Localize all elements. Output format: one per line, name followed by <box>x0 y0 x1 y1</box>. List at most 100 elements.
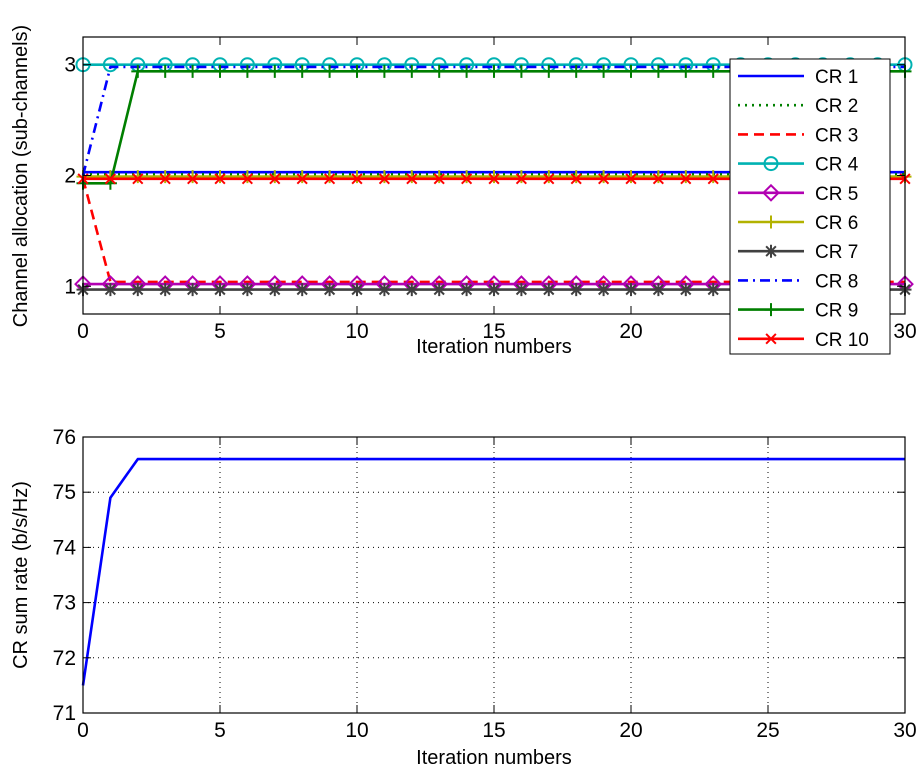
data-point-cr-10 <box>461 173 473 185</box>
data-point-cr-7 <box>377 283 391 297</box>
legend-label-cr-6: CR 6 <box>815 213 858 234</box>
top-x-axis-label: Iteration numbers <box>416 336 572 358</box>
data-point-cr-6 <box>323 170 337 184</box>
data-point-cr-6 <box>131 170 145 184</box>
data-point-cr-9 <box>377 64 391 78</box>
legend-label-cr-2: CR 2 <box>815 96 858 117</box>
data-point-cr-7 <box>158 283 172 297</box>
data-point-cr-9 <box>405 64 419 78</box>
y-tick-label: 1 <box>64 275 76 298</box>
data-point-cr-10 <box>488 173 500 185</box>
bottom-y-axis-label: CR sum rate (b/s/Hz) <box>10 481 32 669</box>
data-point-cr-9 <box>569 64 583 78</box>
top-y-axis-label: Channel allocation (sub-channels) <box>10 25 32 327</box>
legend-marker-cr-7 <box>764 244 778 258</box>
bottom-x-axis-label: Iteration numbers <box>416 747 572 769</box>
data-point-cr-6 <box>706 170 720 184</box>
data-point-cr-10 <box>296 173 308 185</box>
data-point-cr-10 <box>707 173 719 185</box>
data-point-cr-9 <box>186 64 200 78</box>
y-tick-label: 73 <box>53 592 76 615</box>
data-point-cr-4 <box>102 57 118 73</box>
data-point-cr-10 <box>598 173 610 185</box>
data-point-cr-6 <box>350 170 364 184</box>
series-line-series <box>81 457 905 686</box>
legend-label-cr-3: CR 3 <box>815 125 858 146</box>
y-tick-label: 71 <box>53 702 76 725</box>
data-point-cr-9 <box>514 64 528 78</box>
data-point-cr-6 <box>597 170 611 184</box>
data-point-cr-6 <box>405 170 419 184</box>
data-point-cr-7 <box>706 283 720 297</box>
data-point-cr-7 <box>569 283 583 297</box>
data-point-cr-7 <box>405 283 419 297</box>
data-point-cr-9 <box>460 64 474 78</box>
data-point-cr-9 <box>295 64 309 78</box>
data-point-cr-7 <box>268 283 282 297</box>
y-tick-label: 74 <box>53 536 77 559</box>
data-point-cr-6 <box>158 170 172 184</box>
data-point-cr-6 <box>487 170 501 184</box>
data-point-cr-10 <box>241 173 253 185</box>
legend-marker-cr-6 <box>764 215 778 229</box>
data-point-cr-10 <box>324 173 336 185</box>
x-tick-label: 10 <box>345 320 368 343</box>
data-point-cr-6 <box>624 170 638 184</box>
sum-rate-chart: 0 5 10 15 20 25 30 71 72 73 74 75 76 Iteration numbe… <box>10 426 917 769</box>
legend-label-cr-5: CR 5 <box>815 184 858 205</box>
data-point-cr-6 <box>377 170 391 184</box>
legend-label-cr-4: CR 4 <box>815 155 859 176</box>
data-point-cr-9 <box>350 64 364 78</box>
data-point-cr-6 <box>240 170 254 184</box>
x-tick-label: 5 <box>214 320 226 343</box>
data-point-cr-9 <box>240 64 254 78</box>
data-point-cr-10 <box>570 173 582 185</box>
legend-label-cr-10: CR 10 <box>815 330 869 351</box>
legend-label-cr-7: CR 7 <box>815 242 858 263</box>
x-tick-label: 20 <box>619 719 642 742</box>
data-point-cr-6 <box>186 170 200 184</box>
x-tick-label: 5 <box>214 719 226 742</box>
y-tick-label: 2 <box>64 165 76 188</box>
x-tick-label: 30 <box>893 719 916 742</box>
data-point-cr-9 <box>706 64 720 78</box>
x-tick-label: 25 <box>756 719 779 742</box>
data-point-cr-7 <box>240 283 254 297</box>
data-point-cr-7 <box>597 283 611 297</box>
channel-allocation-chart: 051015202530123 CR 1CR 2CR 3CR 4CR 5CR 6… <box>10 25 917 358</box>
legend-marker-cr-5 <box>762 183 780 202</box>
plot-area-bottom <box>83 437 905 713</box>
y-tick-label: 76 <box>53 426 76 449</box>
data-point-cr-10 <box>269 173 281 185</box>
y-tick-label: 3 <box>64 54 76 77</box>
legend-label-cr-9: CR 9 <box>815 301 858 322</box>
data-point-cr-7 <box>460 283 474 297</box>
data-point-cr-6 <box>514 170 528 184</box>
data-point-cr-6 <box>295 170 309 184</box>
x-tick-label: 20 <box>619 320 642 343</box>
data-point-cr-7 <box>213 283 227 297</box>
data-point-cr-7 <box>295 283 309 297</box>
data-point-cr-9 <box>651 64 665 78</box>
x-tick-label: 15 <box>482 320 505 343</box>
x-tick-label: 0 <box>77 719 89 742</box>
data-point-cr-10 <box>187 173 199 185</box>
data-point-cr-9 <box>597 64 611 78</box>
x-tick-label: 15 <box>482 719 505 742</box>
data-point-cr-10 <box>625 173 637 185</box>
data-point-cr-6 <box>542 170 556 184</box>
data-point-cr-6 <box>460 170 474 184</box>
x-tick-label: 30 <box>893 320 916 343</box>
data-point-cr-9 <box>323 64 337 78</box>
data-point-cr-10 <box>214 173 226 185</box>
legend-marker-cr-10 <box>765 333 777 345</box>
x-tick-label: 0 <box>77 320 89 343</box>
data-point-cr-7 <box>679 283 693 297</box>
data-point-cr-10 <box>433 173 445 185</box>
data-point-cr-7 <box>103 283 117 297</box>
data-point-cr-10 <box>351 173 363 185</box>
data-point-cr-7 <box>487 283 501 297</box>
data-point-cr-6 <box>213 170 227 184</box>
data-point-cr-9 <box>679 64 693 78</box>
